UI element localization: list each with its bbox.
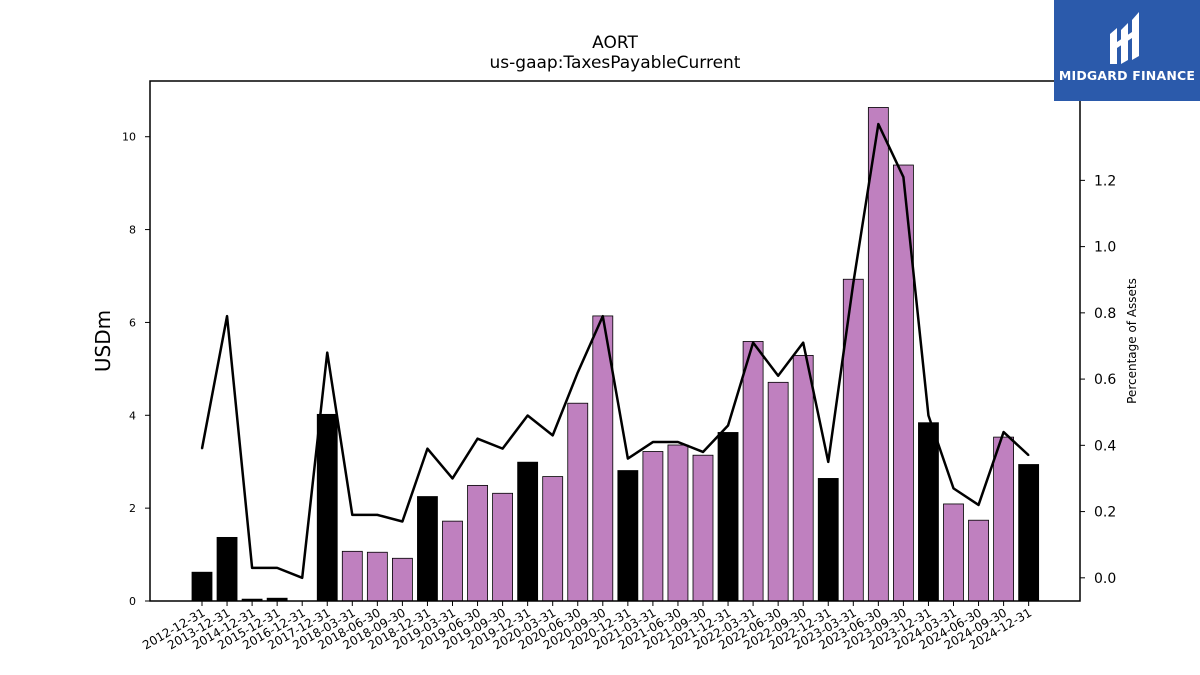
midgard-finance-logo: MIDGARD FINANCE bbox=[1054, 0, 1200, 101]
percentage-line bbox=[200, 122, 1030, 580]
bar bbox=[216, 536, 238, 602]
line-point bbox=[877, 123, 880, 125]
bar bbox=[341, 550, 363, 602]
line-point bbox=[627, 457, 629, 460]
line-point bbox=[1002, 431, 1005, 433]
bar bbox=[968, 519, 989, 602]
bar bbox=[391, 557, 413, 602]
bar bbox=[417, 496, 438, 602]
line-point bbox=[351, 514, 354, 516]
line-point bbox=[201, 447, 203, 450]
line-point bbox=[952, 487, 955, 490]
line-point bbox=[551, 434, 554, 437]
y2-tick-label: 0.2 bbox=[1094, 505, 1116, 521]
line-point bbox=[752, 341, 754, 344]
y-tick-label: 10 bbox=[122, 131, 136, 144]
bar bbox=[918, 422, 939, 602]
line-point bbox=[251, 567, 253, 569]
y2-axis-label: Percentage of Assets bbox=[1125, 278, 1139, 404]
bar bbox=[742, 341, 764, 602]
line-point bbox=[276, 567, 278, 569]
line-point bbox=[476, 437, 479, 440]
line-point bbox=[376, 514, 379, 516]
line-point bbox=[326, 351, 329, 354]
bar bbox=[1018, 464, 1040, 602]
line-point bbox=[727, 424, 729, 427]
bar bbox=[517, 461, 539, 602]
bar bbox=[767, 381, 789, 602]
line-point bbox=[401, 520, 404, 523]
bars-group bbox=[191, 107, 1040, 602]
bar bbox=[191, 571, 213, 602]
y2-tick-label: 1.2 bbox=[1094, 173, 1116, 189]
line-point bbox=[977, 504, 980, 506]
y2-tick-label: 0.0 bbox=[1094, 571, 1116, 587]
chart-title: AORT bbox=[592, 33, 638, 53]
bar bbox=[867, 107, 889, 602]
bar bbox=[692, 454, 714, 602]
line-point bbox=[802, 341, 804, 344]
y2-tick-label: 0.8 bbox=[1094, 306, 1116, 322]
line-point bbox=[501, 447, 504, 450]
line-point bbox=[426, 447, 429, 450]
bar bbox=[567, 402, 589, 602]
line-point bbox=[1027, 454, 1030, 457]
y-tick-label: 4 bbox=[129, 409, 136, 422]
y-axis-label: USDm bbox=[91, 310, 115, 372]
bar bbox=[642, 451, 664, 602]
bar bbox=[817, 478, 839, 602]
bar bbox=[617, 470, 639, 602]
bar bbox=[667, 444, 689, 602]
bar bbox=[792, 354, 814, 602]
bar bbox=[366, 551, 388, 602]
line-point bbox=[927, 414, 930, 417]
y2-tick-label: 0.4 bbox=[1094, 438, 1116, 454]
bar bbox=[492, 492, 514, 602]
y-tick-label: 8 bbox=[129, 224, 136, 237]
logo-text: MIDGARD FINANCE bbox=[1058, 68, 1196, 83]
bar bbox=[943, 503, 964, 602]
bar bbox=[993, 436, 1014, 602]
chart-subtitle: us-gaap:TaxesPayableCurrent bbox=[490, 53, 741, 73]
bar bbox=[717, 432, 739, 602]
line-point bbox=[827, 461, 830, 463]
line-point bbox=[777, 374, 779, 377]
line-point bbox=[301, 577, 304, 579]
plot-frame bbox=[149, 80, 1081, 602]
y-tick-label: 6 bbox=[129, 316, 136, 329]
y2-tick-label: 0.6 bbox=[1094, 372, 1116, 388]
line-point bbox=[526, 414, 529, 417]
line-point bbox=[652, 441, 654, 443]
line-point bbox=[902, 176, 905, 178]
bar bbox=[893, 164, 914, 602]
bar bbox=[442, 520, 463, 602]
y2-tick-label: 1.0 bbox=[1094, 240, 1116, 256]
line-point bbox=[677, 441, 679, 443]
line-point bbox=[226, 315, 228, 317]
logo-mark-icon bbox=[1110, 12, 1139, 64]
line-point bbox=[852, 282, 855, 284]
axes-group: 02468100.00.20.40.60.81.01.22012-12-3120… bbox=[122, 131, 1116, 653]
bar bbox=[467, 484, 488, 602]
line-point bbox=[451, 477, 454, 480]
y-tick-label: 2 bbox=[129, 502, 136, 515]
bar bbox=[316, 413, 338, 602]
y-tick-label: 0 bbox=[129, 595, 136, 608]
line-point bbox=[576, 371, 579, 374]
bar bbox=[542, 476, 564, 602]
line-layer bbox=[200, 122, 1030, 580]
line-point bbox=[602, 315, 604, 317]
line-point bbox=[702, 451, 704, 453]
